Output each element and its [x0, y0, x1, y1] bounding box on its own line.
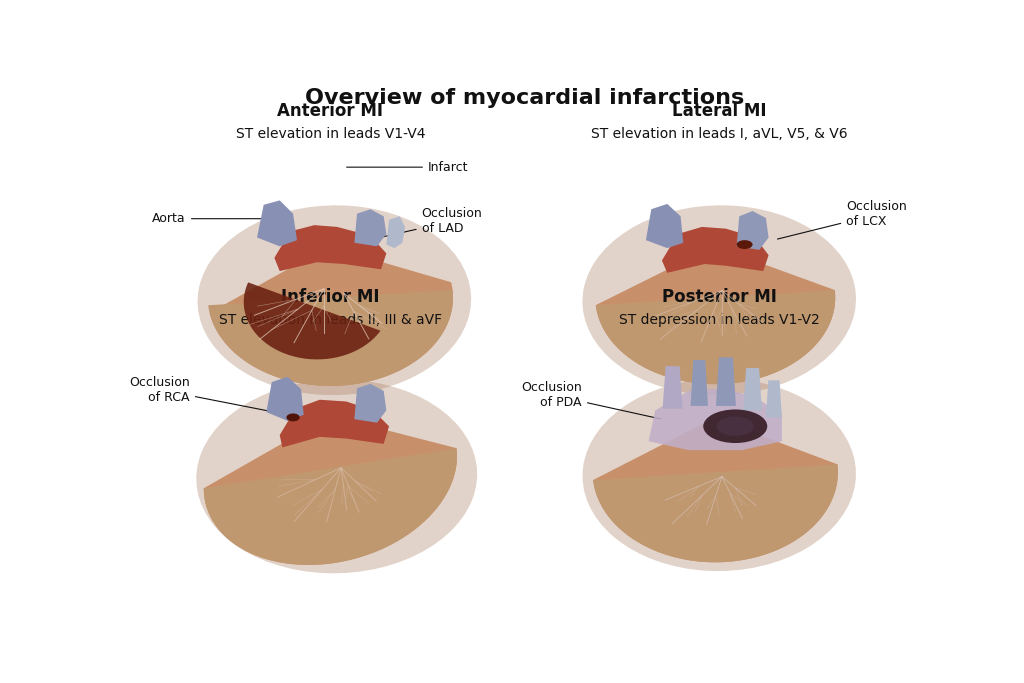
Text: Posterior MI: Posterior MI: [662, 288, 776, 306]
Polygon shape: [716, 357, 736, 406]
Text: Occlusion
of LAD: Occlusion of LAD: [360, 208, 482, 242]
Ellipse shape: [198, 206, 471, 395]
Polygon shape: [593, 464, 838, 562]
Ellipse shape: [197, 380, 477, 573]
Ellipse shape: [717, 417, 754, 436]
Text: Anterior MI: Anterior MI: [278, 102, 383, 120]
Text: ST elevation in leads I, aVL, V5, & V6: ST elevation in leads I, aVL, V5, & V6: [591, 127, 848, 141]
Polygon shape: [648, 388, 782, 450]
Text: Occlusion
of LCX: Occlusion of LCX: [777, 201, 907, 239]
Polygon shape: [274, 225, 386, 271]
Ellipse shape: [287, 413, 300, 421]
Text: Overview of myocardial infarctions: Overview of myocardial infarctions: [305, 88, 744, 109]
Text: Lateral MI: Lateral MI: [672, 102, 767, 120]
Polygon shape: [646, 204, 683, 248]
Text: ST elevation in leads V1-V4: ST elevation in leads V1-V4: [236, 127, 425, 141]
Text: Infarct: Infarct: [347, 161, 469, 173]
Text: ST depression in leads V1-V2: ST depression in leads V1-V2: [618, 313, 819, 327]
Ellipse shape: [703, 409, 767, 443]
Ellipse shape: [583, 378, 856, 571]
Polygon shape: [743, 368, 762, 410]
Polygon shape: [204, 448, 457, 565]
Polygon shape: [244, 282, 381, 359]
Polygon shape: [208, 290, 453, 386]
Polygon shape: [663, 366, 683, 408]
Text: Aorta: Aorta: [153, 212, 282, 225]
Polygon shape: [662, 227, 769, 273]
Polygon shape: [210, 249, 453, 386]
Text: ST elevation in leads II, III & aVF: ST elevation in leads II, III & aVF: [219, 313, 442, 327]
Polygon shape: [593, 421, 838, 562]
Polygon shape: [354, 384, 386, 423]
Text: Occlusion
of PDA: Occlusion of PDA: [521, 381, 660, 419]
Ellipse shape: [736, 240, 753, 249]
Polygon shape: [690, 360, 708, 406]
Polygon shape: [257, 200, 297, 247]
Polygon shape: [204, 419, 457, 565]
Polygon shape: [386, 217, 406, 248]
Text: Inferior MI: Inferior MI: [282, 288, 380, 306]
Polygon shape: [266, 377, 304, 421]
Polygon shape: [736, 211, 769, 250]
Ellipse shape: [583, 206, 856, 395]
Polygon shape: [596, 249, 836, 384]
Text: Occlusion
of RCA: Occlusion of RCA: [129, 376, 278, 413]
Polygon shape: [354, 209, 386, 247]
Polygon shape: [596, 290, 836, 384]
Polygon shape: [280, 400, 389, 447]
Polygon shape: [766, 380, 782, 417]
